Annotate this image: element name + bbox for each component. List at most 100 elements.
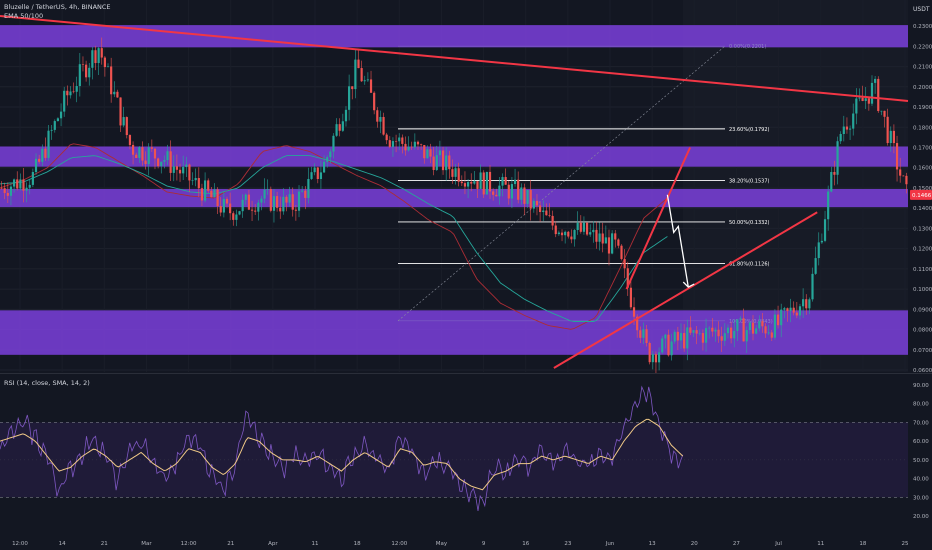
price-tick-label: 0.0600 (913, 368, 932, 374)
price-tick-label: 0.1300 (913, 226, 932, 232)
candle-body (338, 124, 341, 131)
candle-body (131, 144, 135, 155)
price-tick-label: 0.1100 (913, 267, 932, 273)
candle-body (789, 307, 792, 311)
candle-body (880, 110, 883, 112)
price-tick-label: 0.1000 (913, 287, 932, 293)
candle-body (858, 97, 861, 99)
supply-demand-zone[interactable] (0, 188, 908, 208)
time-axis[interactable]: 12:00 14 21 Mar 12:00 21 Apr 11 18 12:00 May 9 16 23 J… (12, 541, 909, 547)
time-tick-label: Jul (774, 541, 782, 547)
candle-body (244, 194, 247, 200)
projection-arrow-path[interactable] (666, 194, 689, 288)
candle-body (560, 232, 564, 236)
candle-body (595, 229, 598, 242)
candle-body (755, 328, 758, 334)
candle-body (369, 79, 373, 93)
candle-body (520, 187, 523, 200)
candle-body (786, 308, 789, 311)
candle-body (438, 150, 442, 156)
rsi-tick-label: 50.00 (913, 458, 929, 464)
candle-body (845, 126, 849, 130)
candle-body (78, 64, 81, 87)
candle-body (670, 341, 673, 356)
price-axis[interactable]: 0.2300 0.2200 0.2100 0.2000 0.1900 0.1800 0.17… (910, 24, 932, 374)
time-tick-label: 11 (817, 541, 824, 547)
candle-body (611, 233, 614, 254)
candle-body (254, 210, 257, 212)
price-tick-label: 0.1700 (913, 145, 932, 151)
candle-body (708, 327, 711, 329)
candle-body (689, 327, 692, 333)
ema-legend[interactable]: EMA 50/100 (4, 12, 44, 20)
candle-body (657, 352, 661, 363)
fib-levels: 0.00%(0.2201) 23.60%(0.1792) 38.20%(0.1537… (397, 44, 773, 325)
candle-body (820, 240, 823, 243)
candle-body (407, 146, 410, 151)
fib-level-label: 61.80%(0.1126) (729, 262, 770, 268)
candle-body (59, 111, 63, 119)
candle-body (122, 117, 125, 126)
candle-body (751, 322, 755, 334)
rising-support-line[interactable] (553, 211, 818, 369)
candle-body (798, 306, 802, 316)
projection-arrowhead (682, 281, 695, 288)
candle-body (651, 354, 654, 363)
candle-body (648, 342, 651, 363)
candle-body (420, 144, 423, 146)
candle-body (272, 196, 276, 211)
candle-body (529, 190, 532, 209)
trend-lines[interactable] (0, 15, 909, 369)
candle-body (466, 182, 470, 187)
candle-body (899, 169, 902, 176)
candle-body (711, 327, 714, 332)
candle-body (808, 299, 811, 309)
candle-body (363, 80, 366, 82)
candle-body (319, 172, 323, 180)
candle-body (598, 233, 601, 242)
steep-support-line[interactable] (625, 147, 691, 290)
candle-body (661, 338, 664, 353)
symbol-legend[interactable]: Bluzelle / TetherUS, 4h, BINANCE (4, 3, 111, 11)
candle-body (742, 318, 745, 342)
candle-body (19, 179, 22, 189)
candle-body (548, 215, 551, 216)
candle-body (889, 130, 892, 144)
candle-body (150, 147, 153, 149)
candle-body (683, 333, 686, 349)
candle-body (748, 322, 751, 331)
candle-body (307, 178, 310, 198)
supply-demand-zone[interactable] (0, 25, 908, 48)
time-tick-label: May (436, 541, 448, 547)
time-tick-label: 21 (227, 541, 234, 547)
candle-body (686, 327, 689, 349)
candle-body (216, 189, 219, 206)
candle-body (870, 82, 874, 104)
candle-body (733, 330, 736, 339)
descending-resistance-line[interactable] (0, 15, 909, 102)
rsi-legend[interactable]: RSI (14, close, SMA, 14, 2) (4, 379, 90, 387)
price-tick-label: 0.2000 (913, 85, 932, 91)
candle-body (413, 141, 416, 148)
candle-body (75, 86, 78, 92)
time-tick-label: 25 (902, 541, 909, 547)
candle-body (830, 172, 833, 192)
ema-lines (0, 143, 668, 330)
candle-body (554, 225, 557, 235)
price-tick-label: 0.0700 (913, 348, 932, 354)
candle-body (736, 319, 739, 331)
candle-body (614, 233, 617, 240)
fib-level-label: 100.00%(0.0843) (729, 319, 773, 325)
candle-body (867, 98, 870, 104)
candle-body (883, 110, 886, 117)
candle-body (545, 210, 548, 216)
candle-body (241, 199, 244, 212)
candle-body (432, 156, 435, 171)
time-tick-label: 12:00 (181, 541, 197, 547)
candle-body (570, 236, 573, 240)
current-price-tag[interactable] (910, 189, 932, 200)
supply-demand-zone[interactable] (0, 146, 908, 167)
candle-body (203, 180, 207, 201)
candle-body (698, 333, 701, 334)
